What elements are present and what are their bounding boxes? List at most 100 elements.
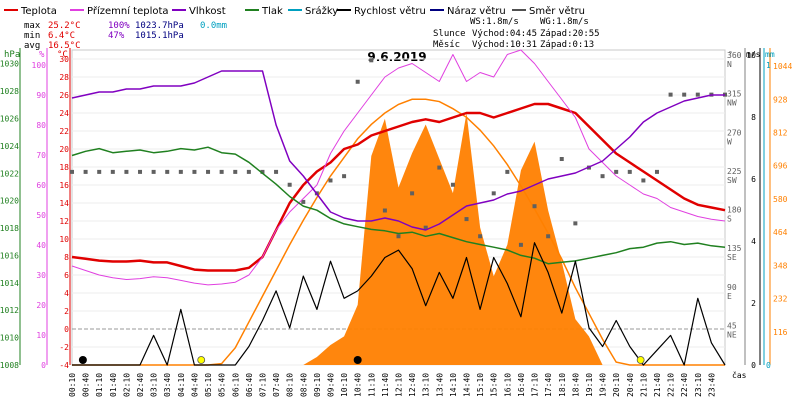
axis-title-ms: m/s — [746, 50, 761, 59]
tick-pct: 0 — [41, 361, 46, 370]
wind-direction-point — [682, 92, 687, 97]
legend-label: Tlak — [261, 6, 283, 17]
wind-direction-point — [287, 182, 292, 187]
tick-pct: 20 — [36, 301, 46, 310]
tick-celsius: 16 — [59, 181, 69, 190]
wind-direction-point — [206, 169, 211, 174]
info-ws: WS:1.8m/s — [470, 17, 519, 27]
wind-direction-point — [219, 169, 224, 174]
info-wg: WG:1.8m/s — [540, 17, 589, 27]
wind-direction-point — [151, 169, 156, 174]
stat-temp: 25.2°C — [48, 21, 81, 31]
tick-celsius: 12 — [59, 217, 69, 226]
legend-label: Teplota — [20, 6, 57, 17]
tick-solar: 1044 — [773, 62, 792, 71]
tick-celsius: 10 — [59, 235, 69, 244]
x-tick-label: 12:10 — [395, 373, 404, 397]
x-tick-label: 21:10 — [639, 373, 648, 397]
radiation-max-line — [72, 98, 725, 366]
wind-direction-point — [70, 169, 74, 174]
chart-title: 9.6.2019 — [367, 50, 426, 64]
axis-title-celsius: °C — [57, 50, 68, 60]
x-tick-label: 19:10 — [585, 373, 594, 397]
tick-pct: 30 — [36, 271, 46, 280]
x-tick-label: 14:10 — [449, 373, 458, 397]
axis-title-direction: ° — [728, 50, 733, 59]
tick-pct: 60 — [36, 181, 46, 190]
solar-radiation-area — [72, 113, 725, 365]
tick-celsius: 28 — [59, 73, 69, 82]
tick-celsius: 14 — [59, 199, 69, 208]
series-line-teplota — [71, 102, 726, 272]
tick-solar: 116 — [773, 328, 788, 337]
x-tick-label: 15:40 — [490, 373, 499, 397]
x-tick-label: 23:40 — [707, 373, 716, 397]
wind-direction-point — [668, 92, 673, 97]
wind-direction-point — [654, 169, 659, 174]
stat-label: max — [24, 21, 41, 31]
tick-direction-deg: 180 — [727, 206, 742, 215]
x-tick-label: 21:40 — [653, 373, 662, 397]
wind-direction-point — [546, 234, 551, 239]
wind-direction-point — [233, 169, 238, 174]
tick-celsius: 6 — [64, 271, 69, 280]
x-tick-label: 00:10 — [68, 373, 77, 397]
tick-hpa: 1010 — [0, 334, 19, 343]
sunset-marker — [636, 356, 645, 364]
x-tick-label: 03:40 — [163, 373, 172, 397]
x-tick-label: 14:40 — [463, 373, 472, 397]
wind-direction-point — [641, 178, 646, 183]
x-tick-label: 22:40 — [680, 373, 689, 397]
tick-pct: 40 — [36, 241, 46, 250]
x-tick-label: 06:10 — [231, 373, 240, 397]
info-sunset: Západ:20:55 — [540, 29, 600, 39]
stat-press: 1015.1hPa — [135, 31, 184, 41]
wind-direction-point — [369, 58, 374, 63]
axis-title-hpa: hPa — [4, 50, 20, 60]
axes: hPa% °C1008101010121014101610181020102210… — [0, 48, 792, 370]
wind-direction-point — [124, 169, 129, 174]
legend: Teplota Přízemní teplota Vlhkost Tlak Srážky… — [4, 5, 585, 17]
tick-celsius: 20 — [59, 145, 69, 154]
info-sunrise: Východ:04:45 — [472, 29, 537, 39]
tick-celsius: -4 — [59, 361, 69, 370]
x-tick-label: 06:40 — [245, 373, 254, 397]
x-tick-label: 13:10 — [422, 373, 431, 397]
wind-direction-point — [573, 221, 578, 226]
wind-direction-point — [396, 234, 401, 239]
stat-press: 1023.7hPa — [135, 21, 184, 31]
x-tick-label: 00:40 — [82, 373, 91, 397]
x-tick-label: 05:10 — [204, 373, 213, 397]
x-tick-label: 03:10 — [150, 373, 159, 397]
wind-direction-point — [328, 178, 333, 183]
x-tick-label: 01:40 — [109, 373, 118, 397]
info-moon-label: Měsíc — [433, 40, 460, 50]
info-moonrise: Východ:10:31 — [472, 40, 537, 50]
tick-direction-deg: 315 — [727, 90, 742, 99]
tick-hpa: 1014 — [0, 279, 19, 288]
plot-area — [70, 49, 727, 366]
legend-label: Srážky — [305, 5, 338, 17]
tick-hpa: 1028 — [0, 87, 19, 96]
tick-direction-label: N — [727, 60, 732, 69]
tick-direction-deg: 45 — [727, 321, 737, 330]
x-tick-label: 11:10 — [367, 373, 376, 397]
wind-direction-point — [695, 92, 700, 97]
legend-label: Náraz větru — [447, 5, 506, 17]
info-moonset: Západ:0:13 — [540, 40, 594, 50]
wind-direction-point — [274, 169, 279, 174]
tick-celsius: 8 — [64, 253, 69, 262]
x-tick-label: 13:40 — [435, 373, 444, 397]
tick-pct: 90 — [36, 91, 46, 100]
x-tick-label: 09:10 — [313, 373, 322, 397]
x-tick-label: 17:10 — [531, 373, 540, 397]
wind-direction-point — [301, 199, 306, 204]
tick-ms: 6 — [751, 175, 756, 184]
legend-label: Vlhkost — [189, 6, 226, 17]
x-tick-label: 07:10 — [258, 373, 267, 397]
wind-direction-point — [491, 191, 496, 196]
x-tick-label: 18:40 — [571, 373, 580, 397]
tick-mm: 1 — [766, 61, 771, 70]
x-tick-label: 09:40 — [326, 373, 335, 397]
tick-pct: 10 — [36, 331, 46, 340]
